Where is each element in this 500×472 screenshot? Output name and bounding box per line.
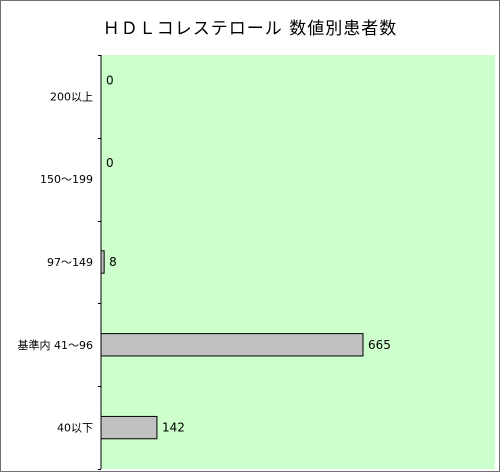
chart-title: ＨＤＬコレステロール 数値別患者数 [103, 19, 397, 39]
bar [100, 250, 105, 274]
bar [100, 333, 364, 357]
data-label: 665 [368, 338, 391, 352]
category-label: 200以上 [50, 90, 93, 103]
category-label: 150～199 [40, 173, 93, 186]
data-label: 8 [109, 255, 117, 269]
bar [100, 415, 158, 440]
data-label: 142 [162, 421, 185, 435]
data-label: 0 [106, 156, 114, 170]
y-axis-ticks [98, 55, 101, 470]
data-labels: 0 0 8 665 142 [106, 73, 391, 434]
category-label: 40以下 [57, 422, 93, 435]
y-axis-category-labels: 200以上 150～199 97～149 基準内 41～96 40以下 [18, 90, 94, 434]
data-label: 0 [106, 73, 114, 87]
plot-area [101, 55, 495, 469]
bars [100, 250, 364, 440]
category-label: 97～149 [47, 256, 93, 269]
category-label: 基準内 41～96 [18, 338, 94, 352]
